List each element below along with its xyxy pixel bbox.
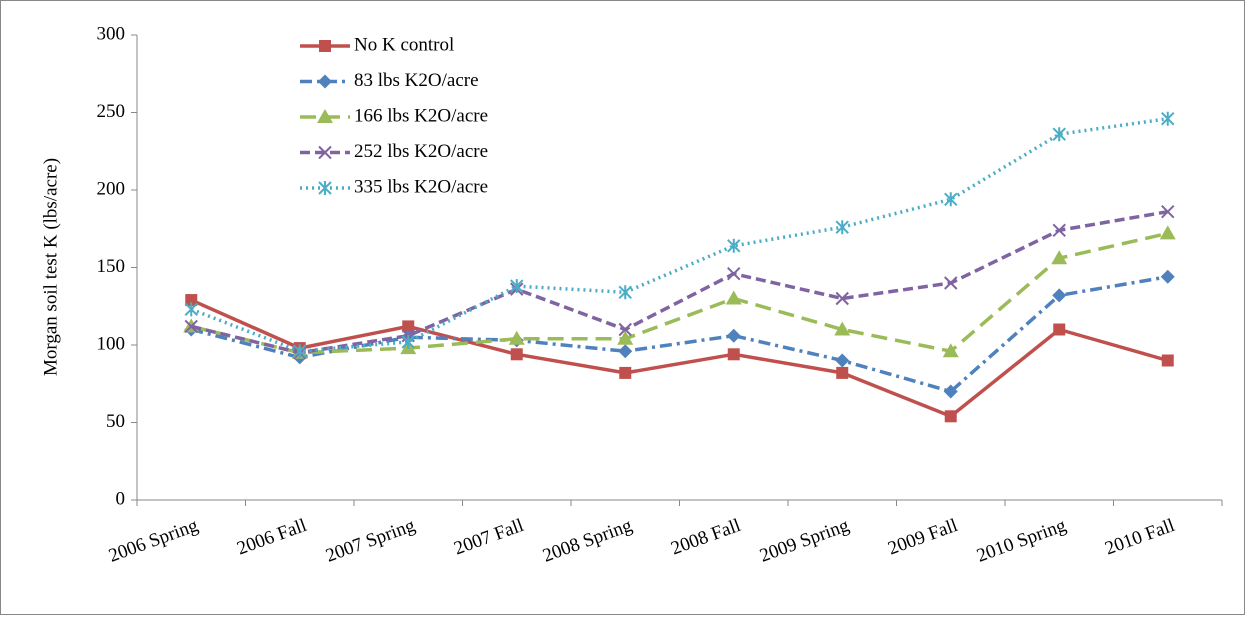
marker xyxy=(508,330,525,345)
y-tick-label: 50 xyxy=(106,411,125,432)
marker xyxy=(1159,225,1176,240)
y-tick-label: 300 xyxy=(97,23,126,44)
marker xyxy=(402,320,415,333)
legend-label: No K control xyxy=(354,34,454,55)
legend-marker xyxy=(318,145,332,160)
marker xyxy=(727,266,741,281)
marker xyxy=(619,366,632,379)
marker xyxy=(1161,204,1175,219)
marker xyxy=(1052,127,1066,142)
marker xyxy=(1052,288,1067,303)
marker xyxy=(943,384,958,399)
marker xyxy=(1161,111,1175,126)
y-tick-label: 0 xyxy=(116,488,126,509)
y-tick-label: 200 xyxy=(97,178,126,199)
series-line xyxy=(190,116,1168,353)
marker xyxy=(1051,250,1068,265)
marker xyxy=(1160,269,1175,284)
series-line xyxy=(190,298,1169,419)
legend-marker xyxy=(319,40,331,52)
marker xyxy=(293,344,307,359)
marker xyxy=(727,238,741,253)
marker xyxy=(725,290,742,305)
marker xyxy=(618,322,632,337)
marker xyxy=(510,279,524,294)
legend-marker xyxy=(318,74,332,89)
marker xyxy=(835,220,849,235)
legend-label: 252 lbs K2O/acre xyxy=(354,141,488,162)
y-tick-label: 100 xyxy=(97,333,126,354)
legend-marker xyxy=(317,109,333,123)
marker xyxy=(401,334,415,349)
marker xyxy=(834,321,851,336)
marker xyxy=(185,294,198,307)
marker xyxy=(836,366,849,379)
marker xyxy=(944,192,958,207)
marker xyxy=(184,319,198,334)
series-line xyxy=(190,209,1169,355)
legend-marker xyxy=(318,181,332,195)
marker xyxy=(618,285,632,300)
marker xyxy=(944,410,957,423)
y-tick-label: 250 xyxy=(97,101,126,122)
legend-label: 166 lbs K2O/acre xyxy=(354,105,488,126)
y-axis-label: Morgan soil test K (lbs/acre) xyxy=(40,158,61,376)
marker xyxy=(1053,323,1066,336)
marker xyxy=(618,344,633,359)
legend-label: 335 lbs K2O/acre xyxy=(354,176,488,197)
y-tick-label: 150 xyxy=(97,256,126,277)
marker xyxy=(726,328,741,343)
marker xyxy=(944,276,958,290)
marker xyxy=(1161,354,1174,367)
marker xyxy=(617,330,634,345)
legend-label: 83 lbs K2O/acre xyxy=(354,70,479,91)
marker xyxy=(1052,223,1066,238)
series-line xyxy=(190,231,1169,355)
marker xyxy=(835,353,850,368)
series-line xyxy=(190,275,1169,394)
marker xyxy=(942,343,959,358)
marker xyxy=(184,302,198,317)
marker xyxy=(727,348,740,361)
marker xyxy=(510,348,523,361)
marker xyxy=(835,291,849,306)
